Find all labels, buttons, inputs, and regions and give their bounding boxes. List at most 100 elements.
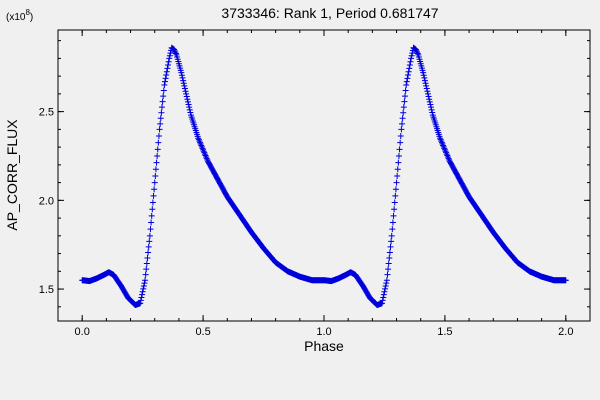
data-point [382,282,389,289]
data-point [441,145,448,152]
data-point [413,47,420,54]
data-point [201,149,208,156]
data-point [165,62,172,69]
data-point [396,146,403,153]
data-point [380,291,387,298]
data-point [150,192,157,199]
y-scale-exp: 8 [25,8,30,17]
data-point [184,96,191,103]
data-point [151,186,158,193]
data-point [164,65,171,72]
data-point [199,145,206,152]
data-point [406,65,413,72]
data-point [446,156,453,163]
data-point [437,136,444,143]
data-point [145,249,152,256]
data-point [162,75,169,82]
data-point [139,288,146,295]
data-point [439,141,446,148]
data-point [444,152,451,159]
data-point [428,106,435,113]
y-tick-label: 2.5 [39,107,54,119]
data-point [185,101,192,108]
data-point [162,78,169,85]
data-point [412,46,419,53]
data-point [156,126,163,133]
data-point [138,294,145,301]
data-point [385,260,392,267]
data-point [394,166,401,173]
data-point [421,77,428,84]
data-point [442,148,449,155]
data-point [408,52,415,59]
data-point [428,104,435,111]
data-point [406,62,413,69]
x-axis-ticks: 0.0 0.5 1.0 1.5 2.0 [75,30,573,338]
data-point [427,101,434,108]
data-point [400,109,407,116]
data-point [379,297,386,304]
data-point [380,294,387,301]
data-point [141,280,148,287]
data-point [398,126,405,133]
y-scale-base: (x10 [6,12,26,23]
data-point [420,69,427,76]
data-point [388,232,395,239]
data-point [384,271,391,278]
data-point [404,75,411,82]
data-point [383,280,390,287]
data-point [198,142,205,149]
y-tick-label: 1.5 [39,284,54,296]
data-point [399,115,406,122]
data-point [393,179,400,186]
data-point [147,226,154,233]
data-point [440,142,447,149]
data-point [201,151,208,158]
data-point [440,143,447,150]
data-point [137,300,144,307]
data-point [414,49,421,56]
data-point [397,139,404,146]
data-point [197,141,204,148]
data-point [179,74,186,81]
data-point [167,50,174,57]
data-point [409,50,416,57]
data-point [397,133,404,140]
data-point [140,285,147,292]
data-point [166,52,173,59]
data-point [187,109,194,116]
data-point [420,72,427,79]
data-point [195,136,202,143]
data-point [158,104,165,111]
data-point [184,98,191,105]
data-point [401,98,408,105]
data-point [180,80,187,87]
data-point [423,85,430,92]
data-point [443,151,450,158]
data-point [143,266,150,273]
data-point [160,93,167,100]
data-point [392,186,399,193]
data-point [200,146,207,153]
data-point [146,238,153,245]
data-point [204,156,211,163]
data-point [139,291,146,298]
y-axis-label: AP_CORR_FLUX [4,119,20,231]
data-point [166,55,173,62]
data-point [158,109,165,116]
data-point [202,152,209,159]
data-point [391,206,398,213]
y-scale-close: ) [30,12,33,23]
data-point [391,199,398,206]
data-point [407,58,414,65]
data-point [438,138,445,145]
data-point [445,155,452,162]
data-point [421,74,428,81]
data-point [389,219,396,226]
x-tick-label: 0.0 [75,326,90,338]
data-point [398,120,405,127]
data-point [161,82,168,89]
data-point [443,149,450,156]
data-point [142,271,149,278]
